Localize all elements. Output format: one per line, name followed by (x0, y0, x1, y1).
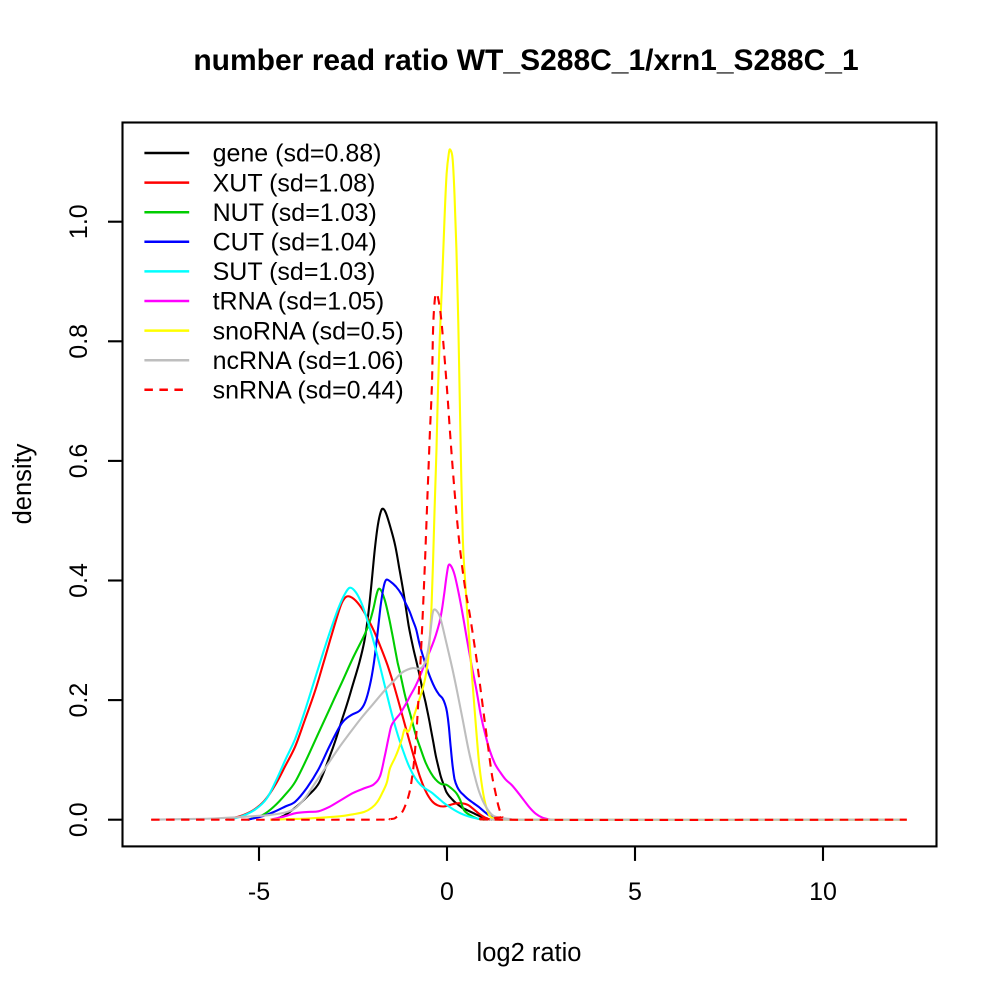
svg-text:-5: -5 (248, 878, 270, 906)
svg-text:1.0: 1.0 (65, 204, 93, 239)
svg-text:log2 ratio: log2 ratio (477, 939, 582, 967)
svg-text:XUT (sd=1.08): XUT (sd=1.08) (213, 169, 376, 197)
svg-text:0.6: 0.6 (65, 444, 93, 479)
svg-text:tRNA (sd=1.05): tRNA (sd=1.05) (213, 288, 385, 316)
svg-text:number read ratio WT_S288C_1/x: number read ratio WT_S288C_1/xrn1_S288C_… (193, 44, 858, 77)
svg-text:0.8: 0.8 (65, 324, 93, 359)
svg-text:density: density (9, 443, 37, 524)
svg-text:gene (sd=0.88): gene (sd=0.88) (213, 140, 382, 168)
svg-text:NUT (sd=1.03): NUT (sd=1.03) (213, 199, 377, 227)
svg-text:0.4: 0.4 (65, 563, 93, 598)
svg-text:CUT (sd=1.04): CUT (sd=1.04) (213, 229, 377, 257)
svg-text:0.0: 0.0 (65, 802, 93, 837)
svg-text:snRNA (sd=0.44): snRNA (sd=0.44) (213, 377, 404, 405)
svg-text:5: 5 (628, 878, 642, 906)
svg-text:0: 0 (440, 878, 454, 906)
svg-text:snoRNA (sd=0.5): snoRNA (sd=0.5) (213, 317, 404, 345)
svg-text:ncRNA (sd=1.06): ncRNA (sd=1.06) (213, 347, 404, 375)
svg-text:0.2: 0.2 (65, 683, 93, 718)
svg-text:10: 10 (809, 878, 837, 906)
svg-text:SUT (sd=1.03): SUT (sd=1.03) (213, 258, 376, 286)
